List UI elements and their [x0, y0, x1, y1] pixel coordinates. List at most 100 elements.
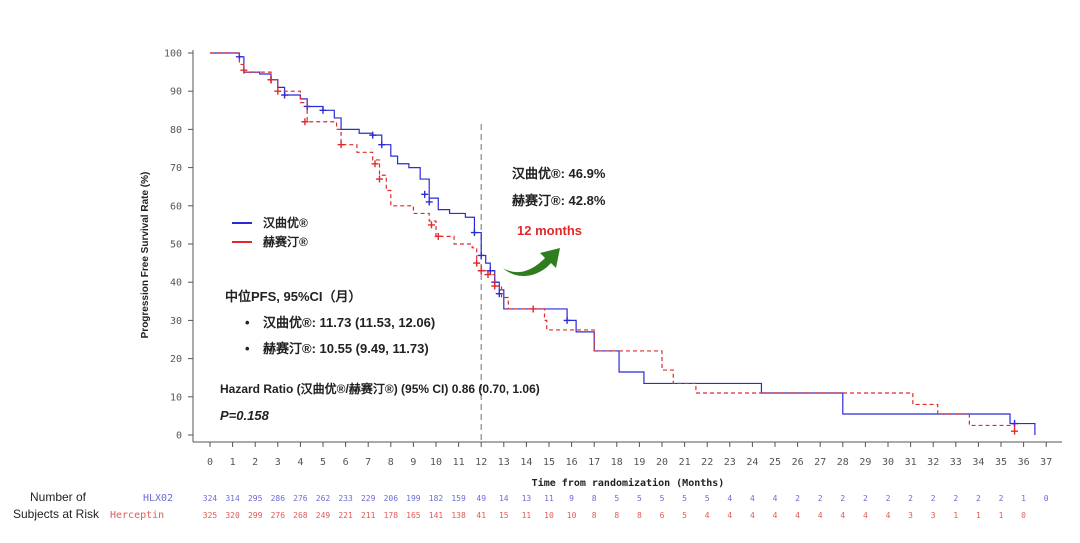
x-tick-label: 32: [927, 457, 939, 468]
risk-number-red: 276: [271, 511, 286, 520]
risk-number-red: 4: [773, 511, 778, 520]
x-tick-label: 28: [837, 457, 849, 468]
censor-mark-blue: [563, 316, 571, 324]
x-tick-label: 16: [566, 457, 578, 468]
axes: [192, 50, 1062, 443]
risk-number-blue: 14: [499, 494, 509, 503]
x-tick-label: 13: [498, 457, 510, 468]
censor-mark-red: [427, 221, 435, 229]
risk-number-red: 165: [406, 511, 421, 520]
censor-mark-blue: [486, 267, 494, 275]
risk-number-red: 268: [293, 511, 308, 520]
risk-number-red: 249: [316, 511, 331, 520]
risk-number-red: 0: [1021, 511, 1026, 520]
x-tick-label: 34: [972, 457, 984, 468]
risk-number-red: 1: [999, 511, 1004, 520]
y-tick-label: 60: [170, 201, 182, 212]
risk-number-blue: 2: [818, 494, 823, 503]
censor-mark-red: [267, 76, 275, 84]
risk-number-blue: 314: [225, 494, 240, 503]
risk-number-blue: 182: [429, 494, 444, 503]
risk-number-blue: 4: [750, 494, 755, 503]
x-tick-label: 23: [724, 457, 736, 468]
censor-mark-red: [434, 232, 442, 240]
risk-row-name-herceptin: Herceptin: [110, 510, 164, 521]
rate-red-label: 赫赛汀®: 42.8%: [512, 193, 606, 208]
legend-label-blue: 汉曲优®: [263, 215, 308, 230]
risk-number-blue: 262: [316, 494, 331, 503]
x-tick-label: 10: [430, 457, 442, 468]
risk-number-blue: 9: [569, 494, 574, 503]
y-axis-title: Progression Free Survival Rate (%): [140, 172, 151, 339]
risk-number-red: 4: [840, 511, 845, 520]
x-tick-label: 8: [388, 457, 394, 468]
risk-label-line1: Number of: [30, 490, 87, 504]
risk-number-red: 4: [863, 511, 868, 520]
x-tick-label: 11: [453, 457, 465, 468]
risk-number-red: 211: [361, 511, 376, 520]
censor-mark-blue: [378, 141, 386, 149]
risk-number-red: 325: [203, 511, 218, 520]
twelve-month-annotation: 汉曲优®: 46.9% 赫赛汀®: 42.8% 12 months: [503, 166, 606, 277]
risk-number-blue: 2: [953, 494, 958, 503]
risk-number-red: 4: [795, 511, 800, 520]
x-tick-label: 7: [365, 457, 371, 468]
x-tick-label: 21: [679, 457, 691, 468]
y-tick-label: 30: [170, 316, 182, 327]
censor-mark-blue: [369, 131, 377, 139]
green-arrow-icon: [503, 248, 560, 277]
censor-mark-red: [301, 118, 309, 126]
risk-number-blue: 324: [203, 494, 218, 503]
risk-number-red: 10: [544, 511, 554, 520]
risk-numbers: 324 314 295 286 276 262 233 229 206 199 182 159 49 14…: [203, 494, 1049, 520]
risk-number-blue: 0: [1044, 494, 1049, 503]
x-tick-label: 1: [230, 457, 236, 468]
risk-number-red: 3: [908, 511, 913, 520]
censor-mark-red: [477, 267, 485, 275]
risk-number-red: 221: [338, 511, 353, 520]
x-tick-label: 12: [475, 457, 487, 468]
x-tick-label: 17: [588, 457, 600, 468]
rate-blue-label: 汉曲优®: 46.9%: [512, 166, 606, 181]
x-tick-label: 25: [769, 457, 781, 468]
risk-number-blue: 5: [614, 494, 619, 503]
x-tick-label: 36: [1018, 457, 1030, 468]
x-tick-label: 6: [343, 457, 349, 468]
risk-number-blue: 1: [1021, 494, 1026, 503]
censor-mark-red: [274, 87, 282, 95]
risk-number-blue: 5: [682, 494, 687, 503]
risk-number-blue: 4: [773, 494, 778, 503]
legend-label-red: 赫赛汀®: [263, 234, 308, 249]
x-tick-label: 30: [882, 457, 894, 468]
risk-number-blue: 229: [361, 494, 376, 503]
risk-number-red: 4: [886, 511, 891, 520]
x-tick-label: 14: [520, 457, 532, 468]
x-axis-title: Time from randomization (Months): [532, 477, 725, 489]
survival-curves: [210, 52, 1036, 435]
series-line-blue: [210, 52, 1036, 435]
risk-number-blue: 49: [476, 494, 486, 503]
risk-number-red: 178: [384, 511, 399, 520]
risk-number-red: 1: [953, 511, 958, 520]
y-tick-label: 10: [170, 392, 182, 403]
risk-number-blue: 2: [795, 494, 800, 503]
risk-number-blue: 2: [908, 494, 913, 503]
risk-number-red: 299: [248, 511, 263, 520]
x-tick-label: 2: [252, 457, 258, 468]
y-tick-label: 80: [170, 125, 182, 136]
risk-number-red: 1: [976, 511, 981, 520]
x-tick-label: 0: [207, 457, 213, 468]
censor-mark-red: [376, 175, 383, 183]
risk-number-red: 11: [522, 511, 532, 520]
risk-number-red: 4: [750, 511, 755, 520]
p-value: P=0.158: [220, 408, 270, 423]
censor-mark-red: [529, 305, 537, 313]
x-tick-label: 37: [1040, 457, 1052, 468]
median-title: 中位PFS, 95%CI（月）: [225, 289, 362, 304]
censor-mark-blue: [425, 198, 433, 206]
risk-number-red: 4: [727, 511, 732, 520]
censor-mark-red: [240, 66, 248, 74]
risk-label-line2: Subjects at Risk: [13, 507, 100, 521]
x-tick-label: 22: [701, 457, 713, 468]
risk-number-red: 3: [931, 511, 936, 520]
